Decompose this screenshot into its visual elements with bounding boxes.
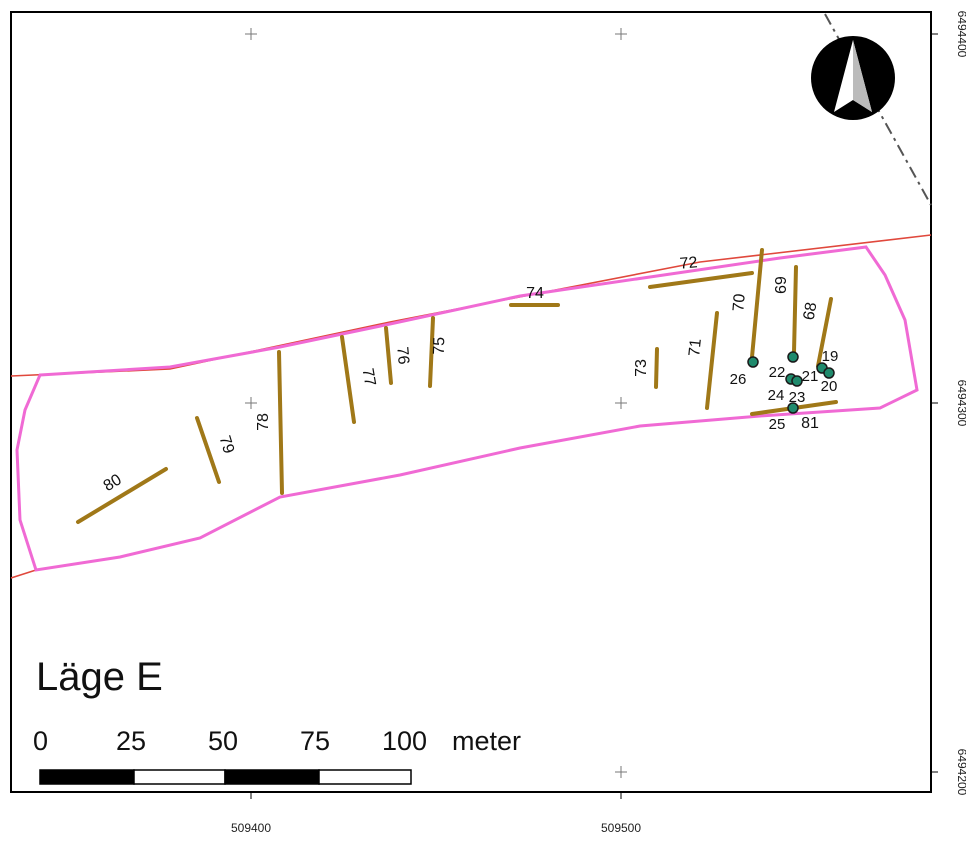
trenches <box>76 248 838 524</box>
y-tick-label: 6494400 <box>955 11 966 58</box>
y-tick-label: 6494300 <box>955 380 966 427</box>
trench-72 <box>648 271 754 289</box>
trench-78 <box>277 350 284 495</box>
point-26 <box>747 356 759 368</box>
point-22 <box>787 351 799 363</box>
trench-68 <box>816 297 833 368</box>
trench-label-76: 76 <box>393 346 411 365</box>
point-25 <box>787 402 799 414</box>
point-20 <box>823 367 835 379</box>
trench-label-75: 75 <box>431 337 449 355</box>
scale-label-0: 0 <box>33 726 49 756</box>
x-tick-label: 509400 <box>231 821 271 835</box>
trench-label-80: 80 <box>101 471 125 495</box>
trench-label-72: 72 <box>679 254 698 272</box>
point-label-26: 26 <box>730 371 747 388</box>
trench-76 <box>384 326 393 385</box>
scale-label-100: 100 <box>382 726 428 756</box>
x-tick-label: 509500 <box>601 821 641 835</box>
trench-69 <box>792 265 798 354</box>
trench-label-71: 71 <box>686 338 705 358</box>
scale-label-25: 25 <box>116 726 147 756</box>
trench-71 <box>705 311 719 410</box>
trench-label-73: 73 <box>633 359 650 377</box>
scale-unit: meter <box>452 726 522 756</box>
trench-75 <box>428 316 435 388</box>
property-line-lower <box>10 569 37 579</box>
scale-bar <box>39 769 412 785</box>
point-label-24: 24 <box>768 387 785 404</box>
y-tick-label: 6494200 <box>955 749 966 796</box>
point-label-22: 22 <box>769 364 786 381</box>
trench-80 <box>76 467 168 524</box>
trench-label-70: 70 <box>730 293 748 312</box>
north-arrow-icon <box>811 36 895 120</box>
trench-77 <box>340 335 356 424</box>
trench-label-74: 74 <box>526 285 544 302</box>
scale-label-50: 50 <box>208 726 239 756</box>
trench-label-79: 79 <box>216 434 237 456</box>
trench-70 <box>750 248 764 359</box>
trench-79 <box>195 416 221 484</box>
trench-label-81: 81 <box>801 415 819 432</box>
trench-label-68: 68 <box>801 301 821 322</box>
sample-points <box>747 351 835 414</box>
trench-label-78: 78 <box>255 413 272 431</box>
point-label-20: 20 <box>821 378 838 395</box>
axis-ticks <box>250 33 938 799</box>
point-23 <box>791 375 803 387</box>
point-label-21: 21 <box>802 368 819 385</box>
investigation-area-boundary <box>15 245 919 572</box>
map-title: Läge E <box>36 655 163 699</box>
scale-label-75: 75 <box>300 726 331 756</box>
point-label-25: 25 <box>769 416 786 433</box>
map-frame <box>10 11 932 793</box>
point-label-19: 19 <box>822 348 839 365</box>
trench-label-77: 77 <box>359 367 379 388</box>
trench-label-69: 69 <box>771 276 788 294</box>
grid-crosses <box>245 28 627 778</box>
trench-73 <box>654 347 659 389</box>
point-label-23: 23 <box>789 389 806 406</box>
